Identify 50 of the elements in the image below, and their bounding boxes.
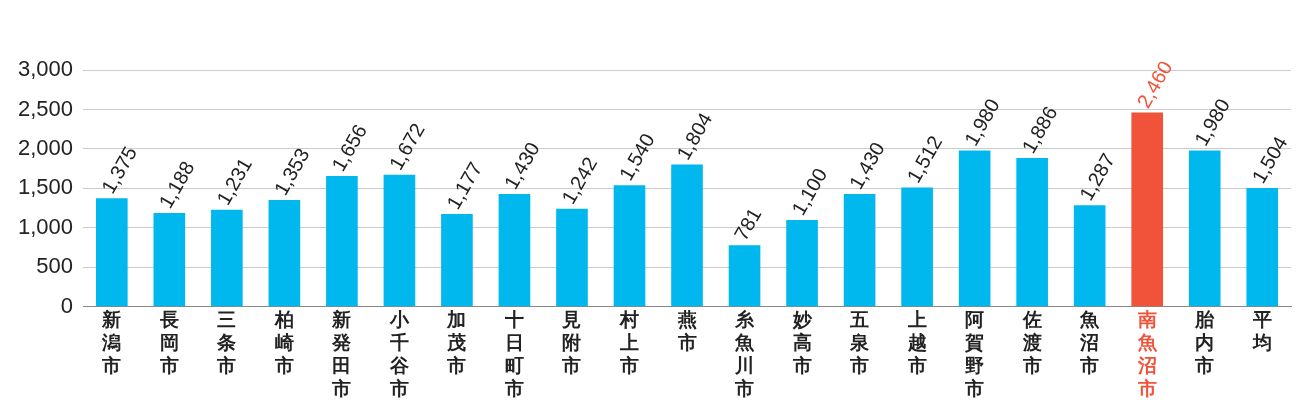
x-tick-label: 十日町市 — [503, 308, 524, 399]
bar — [556, 208, 588, 307]
y-tick-label: 1,500 — [17, 174, 74, 200]
x-tick-label: 妙高市 — [791, 308, 813, 376]
bar — [671, 164, 703, 307]
x-tick-label: 平均 — [1251, 308, 1272, 353]
y-tick-label: 500 — [36, 253, 74, 279]
bar — [1246, 188, 1279, 307]
bar — [326, 176, 358, 307]
bar — [153, 213, 186, 307]
bar — [441, 213, 473, 307]
x-tick-label: 上越市 — [906, 308, 927, 376]
y-tick-label: 3,000 — [17, 56, 74, 82]
x-tick-label: 小千谷市 — [388, 308, 410, 399]
bar — [786, 219, 818, 307]
bar — [1016, 157, 1048, 307]
bar — [728, 245, 761, 307]
y-tick-label: 1,000 — [17, 213, 74, 239]
bar — [498, 193, 531, 307]
bar — [383, 174, 416, 307]
x-tick-label: 長岡市 — [158, 308, 179, 376]
x-tick-label: 村上市 — [619, 308, 640, 376]
bar — [211, 209, 243, 307]
bar — [613, 185, 646, 307]
x-tick-label: 新発田市 — [331, 308, 352, 399]
data-label: 781 — [729, 204, 766, 244]
bar — [1073, 205, 1106, 307]
y-tick-label: 2,000 — [17, 135, 74, 160]
x-tick-label: 佐渡市 — [1021, 308, 1042, 376]
x-tick-label: 五泉市 — [849, 308, 870, 376]
x-tick-label: 加茂市 — [446, 308, 467, 376]
x-tick-label: 三条市 — [216, 308, 237, 376]
bar — [1188, 150, 1221, 307]
x-tick-label: 魚沼市 — [1079, 308, 1101, 376]
x-tick-label: 南魚沼市 — [1136, 308, 1158, 399]
bar — [843, 193, 876, 307]
x-tick-label: 胎内市 — [1194, 308, 1216, 376]
y-tick-label: 2,500 — [17, 95, 74, 121]
x-tick-label: 糸魚川市 — [734, 308, 756, 399]
bar — [958, 150, 991, 307]
x-tick-label: 燕市 — [676, 308, 697, 353]
x-tick-label: 柏崎市 — [273, 308, 294, 376]
bar — [268, 200, 301, 307]
bar — [96, 198, 128, 307]
x-tick-label: 阿賀野市 — [964, 308, 985, 399]
y-tick-label: 0 — [60, 292, 74, 318]
bar — [1131, 112, 1164, 307]
x-tick-label: 新潟市 — [101, 308, 122, 376]
bar — [901, 187, 933, 307]
x-tick-label: 見附市 — [561, 308, 582, 376]
